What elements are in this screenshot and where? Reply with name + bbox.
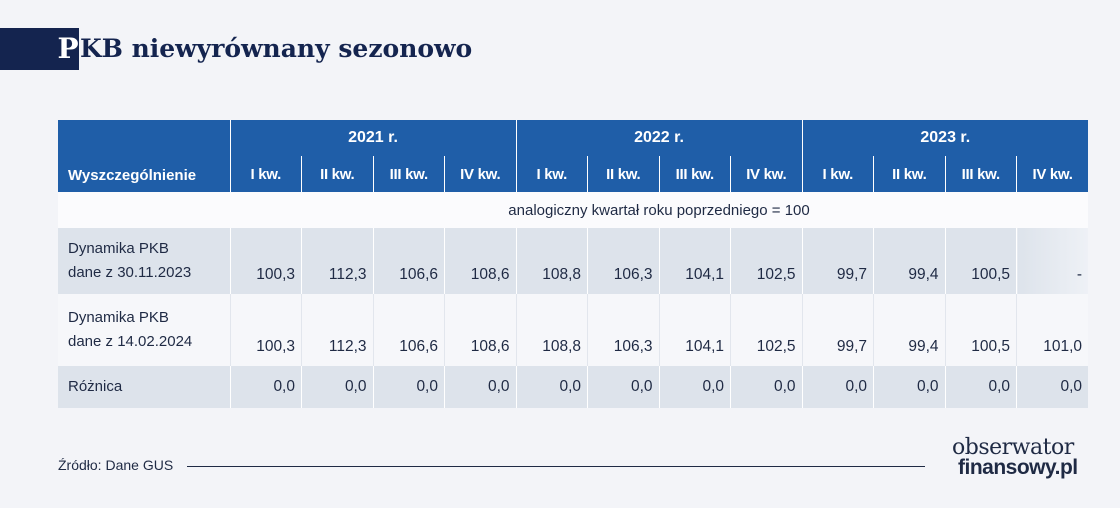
- year-header: 2021 r.: [229, 120, 517, 156]
- value-cell: 0,0: [944, 366, 1017, 408]
- quarter-header: II kw.: [873, 156, 946, 192]
- value-cell: 102,5: [730, 228, 803, 294]
- quarter-header: I kw.: [801, 156, 874, 192]
- logo-line1: obserwator: [952, 435, 1074, 460]
- value-cell: 0,0: [301, 366, 373, 408]
- value-cell: 104,1: [658, 228, 731, 294]
- row-label-line2: dane z 14.02.2024: [68, 333, 193, 350]
- quarter-header: IV kw.: [1016, 156, 1089, 192]
- quarter-header: IV kw.: [730, 156, 803, 192]
- value-cell: 0,0: [801, 366, 874, 408]
- value-cell: 106,6: [372, 228, 445, 294]
- value-cell: 0,0: [1016, 366, 1089, 408]
- value-cell: 112,3: [301, 228, 373, 294]
- quarter-header: IV kw.: [444, 156, 517, 192]
- quarter-header-row: I kw. II kw. III kw. IV kw. I kw. II kw.…: [58, 156, 1089, 192]
- note-empty-cell: [58, 192, 230, 228]
- value-cell: 99,4: [873, 294, 946, 366]
- row-label-line1: Dynamika PKB: [68, 309, 169, 326]
- quarter-header: III kw.: [944, 156, 1017, 192]
- value-cell: 99,7: [801, 294, 874, 366]
- table-row: Dynamika PKB dane z 30.11.2023 100,3 112,3 1…: [58, 228, 1089, 294]
- note-row: analogiczny kwartał roku poprzedniego = …: [58, 192, 1089, 228]
- value-cell: 0,0: [515, 366, 588, 408]
- value-cell: 106,3: [587, 228, 660, 294]
- row-label: Różnica: [58, 366, 230, 408]
- value-cell: 0,0: [444, 366, 517, 408]
- logo: obserwator finansowy.pl: [952, 435, 1078, 479]
- note-text: analogiczny kwartał roku poprzedniego = …: [230, 192, 1089, 228]
- quarter-header: II kw.: [587, 156, 660, 192]
- title-accent-bar: [0, 28, 58, 70]
- value-cell: 100,5: [944, 228, 1017, 294]
- row-header-label: Wyszczególnienie: [58, 120, 230, 192]
- value-cell: 112,3: [301, 294, 373, 366]
- value-cell: -: [1016, 228, 1089, 294]
- value-cell: 0,0: [372, 366, 445, 408]
- quarter-header: III kw.: [658, 156, 731, 192]
- table-row: Różnica 0,0 0,0 0,0 0,0 0,0 0,0 0,0 0,0 0,0 0,0 0,0…: [58, 366, 1089, 408]
- source-label: Źródło: Dane GUS: [58, 457, 174, 473]
- quarter-header: I kw.: [229, 156, 302, 192]
- source-divider: [187, 466, 925, 467]
- title-block: P KB niewyrównany sezonowo: [0, 28, 472, 70]
- value-cell: 100,5: [944, 294, 1017, 366]
- quarter-header: I kw.: [515, 156, 588, 192]
- value-cell: 0,0: [873, 366, 946, 408]
- title-initial: P: [57, 28, 79, 70]
- year-header: 2022 r.: [515, 120, 803, 156]
- value-cell: 0,0: [658, 366, 731, 408]
- value-cell: 0,0: [730, 366, 803, 408]
- row-label-line2: dane z 30.11.2023: [68, 264, 192, 281]
- row-label-line1: Różnica: [68, 378, 123, 395]
- table-row: Dynamika PKB dane z 14.02.2024 100,3 112,3 1…: [58, 294, 1089, 366]
- value-cell: 108,8: [515, 228, 588, 294]
- value-cell: 0,0: [587, 366, 660, 408]
- value-cell: 100,3: [229, 228, 302, 294]
- row-label: Dynamika PKB dane z 14.02.2024: [58, 294, 230, 366]
- value-cell: 0,0: [229, 366, 302, 408]
- page-title: KB niewyrównany sezonowo: [80, 34, 473, 63]
- value-cell: 101,0: [1016, 294, 1089, 366]
- value-cell: 102,5: [730, 294, 803, 366]
- value-cell: 99,7: [801, 228, 874, 294]
- gdp-table: Wyszczególnienie 2021 r. 2022 r. 2023 r.…: [58, 120, 1089, 408]
- value-cell: 99,4: [873, 228, 946, 294]
- quarter-header: II kw.: [301, 156, 373, 192]
- value-cell: 108,8: [515, 294, 588, 366]
- year-header: 2023 r.: [801, 120, 1089, 156]
- row-label-line1: Dynamika PKB: [68, 240, 169, 257]
- year-header-row: Wyszczególnienie 2021 r. 2022 r. 2023 r.: [58, 120, 1089, 192]
- logo-line2: finansowy.pl: [958, 456, 1078, 479]
- value-cell: 106,6: [372, 294, 445, 366]
- value-cell: 100,3: [229, 294, 302, 366]
- quarter-header: III kw.: [372, 156, 445, 192]
- value-cell: 108,6: [444, 228, 517, 294]
- value-cell: 108,6: [444, 294, 517, 366]
- value-cell: 106,3: [587, 294, 660, 366]
- row-label: Dynamika PKB dane z 30.11.2023: [58, 228, 230, 294]
- value-cell: 104,1: [658, 294, 731, 366]
